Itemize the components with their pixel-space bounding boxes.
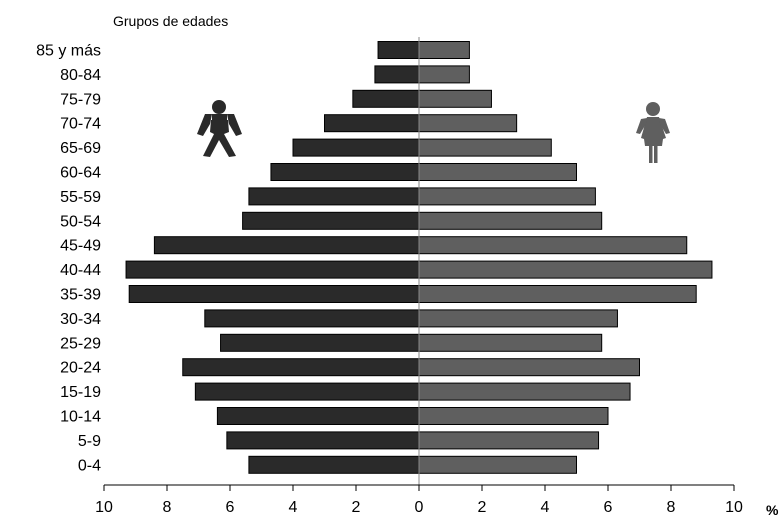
female-figure-icon <box>636 102 670 163</box>
female-bar <box>418 163 577 181</box>
x-axis-ticks: 10 8 6 4 2 0 2 4 6 8 10 <box>95 485 743 516</box>
category-label: 25-29 <box>60 335 101 352</box>
female-bar <box>418 309 618 328</box>
category-label: 15-19 <box>60 384 101 401</box>
x-tick-label: 4 <box>541 499 550 516</box>
category-label: 70-74 <box>60 116 101 133</box>
male-bar <box>194 382 420 401</box>
x-tick-label: 2 <box>478 499 487 516</box>
x-tick-label: 6 <box>604 499 613 516</box>
category-labels: 85 y más 80-84 75-79 70-74 65-69 60-64 55-59 50… <box>36 43 101 475</box>
category-label: 0-4 <box>78 457 101 474</box>
x-tick-label: 10 <box>725 499 743 516</box>
male-bar <box>248 455 420 474</box>
category-label: 50-54 <box>60 213 101 230</box>
category-label: 5-9 <box>78 433 101 450</box>
male-figure-icon <box>197 100 242 157</box>
female-bar <box>418 260 713 279</box>
category-label: 65-69 <box>60 140 101 157</box>
female-bar <box>418 41 470 59</box>
male-bar <box>153 236 420 255</box>
category-label: 30-34 <box>60 311 101 328</box>
female-bar <box>418 333 603 352</box>
male-bar <box>220 333 420 352</box>
male-bar <box>374 65 420 84</box>
female-bar <box>418 138 552 157</box>
female-bar <box>418 114 518 133</box>
female-bar <box>418 431 600 450</box>
female-bar <box>418 65 470 84</box>
male-bar <box>248 187 420 206</box>
female-bar <box>418 187 596 206</box>
category-label: 35-39 <box>60 287 101 304</box>
x-tick-label: 2 <box>352 499 361 516</box>
x-axis-unit-label: % <box>766 502 779 518</box>
female-bar <box>418 382 631 401</box>
female-bar <box>418 407 609 425</box>
category-label: 45-49 <box>60 238 101 255</box>
x-tick-label: 10 <box>95 499 113 516</box>
male-bar <box>128 285 420 303</box>
male-bar <box>226 431 420 450</box>
category-label: 85 y más <box>36 43 101 60</box>
male-bar <box>216 407 420 425</box>
x-tick-label: 8 <box>163 499 172 516</box>
female-bar <box>418 285 697 303</box>
male-bar <box>377 41 420 59</box>
x-tick-label: 4 <box>289 499 298 516</box>
category-label: 10-14 <box>60 409 101 426</box>
x-tick-label: 8 <box>667 499 676 516</box>
category-label: 20-24 <box>60 360 101 377</box>
category-label: 75-79 <box>60 91 101 108</box>
male-bar <box>182 358 420 377</box>
male-bar <box>125 260 420 279</box>
male-bar <box>352 89 420 108</box>
female-bar <box>418 89 492 108</box>
female-bar <box>418 455 577 474</box>
category-label: 55-59 <box>60 189 101 206</box>
category-label: 40-44 <box>60 262 101 279</box>
category-label: 80-84 <box>60 67 101 84</box>
category-label: 60-64 <box>60 165 101 182</box>
male-bar <box>292 138 420 157</box>
female-bar <box>418 358 640 377</box>
x-tick-label: 0 <box>415 499 424 516</box>
male-bar <box>270 163 420 181</box>
female-bar <box>418 211 603 230</box>
female-bar <box>418 236 688 255</box>
y-axis-title: Grupos de edades <box>113 13 228 29</box>
male-bar <box>204 309 420 328</box>
x-tick-label: 6 <box>226 499 235 516</box>
male-bar <box>324 114 420 133</box>
male-bar <box>242 211 420 230</box>
